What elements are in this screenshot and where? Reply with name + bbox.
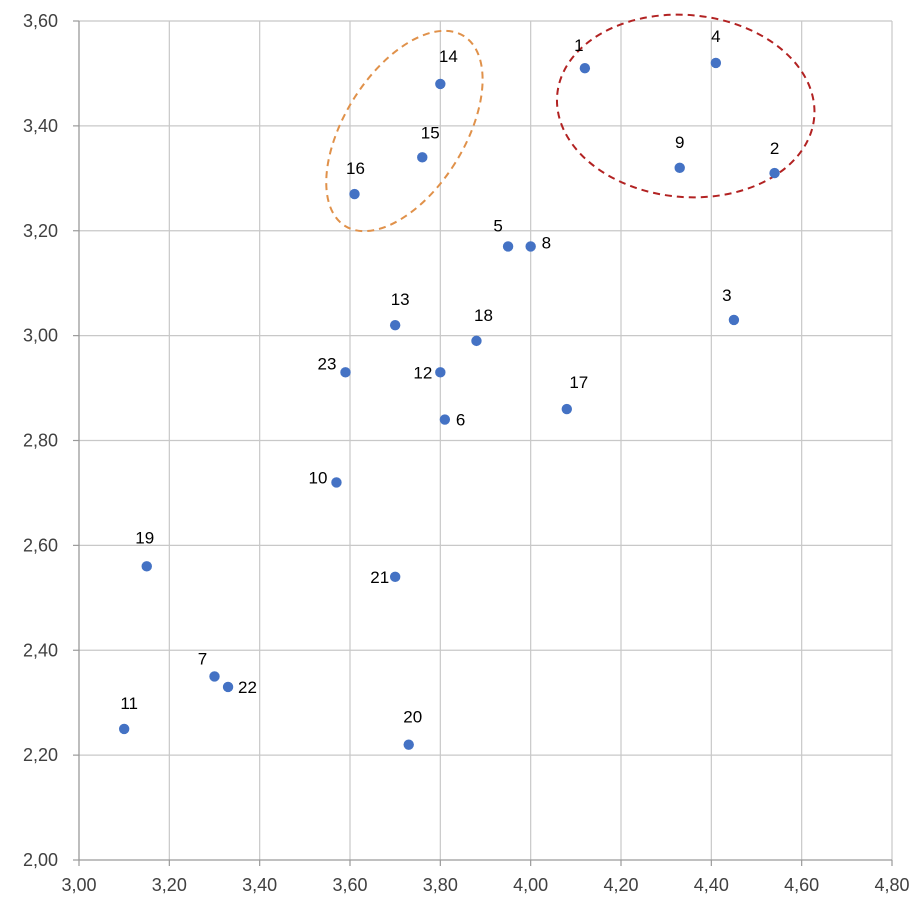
y-tick-label: 3,00: [23, 326, 58, 346]
point-label-15: 15: [421, 123, 440, 142]
point-label-2: 2: [770, 139, 779, 158]
data-point-10: [331, 477, 342, 488]
data-point-5: [502, 241, 514, 252]
data-point-1: [579, 62, 591, 74]
data-point-18: [471, 335, 482, 347]
point-label-23: 23: [318, 354, 337, 373]
y-tick-label: 2,80: [23, 431, 58, 451]
point-label-5: 5: [493, 216, 502, 235]
x-tick-label: 3,60: [332, 875, 367, 895]
point-label-11: 11: [120, 694, 138, 713]
data-point-12: [435, 367, 446, 378]
data-point-19: [141, 561, 152, 572]
point-label-9: 9: [675, 133, 684, 152]
data-point-17: [561, 403, 572, 415]
point-label-1: 1: [574, 36, 583, 55]
data-point-20: [403, 739, 414, 750]
point-label-21: 21: [370, 568, 389, 587]
data-point-13: [389, 319, 401, 331]
y-tick-label: 2,40: [23, 640, 58, 660]
x-tick-label: 4,40: [694, 875, 729, 895]
y-tick-label: 2,00: [23, 850, 58, 870]
point-label-8: 8: [542, 233, 551, 252]
point-label-4: 4: [711, 27, 720, 46]
x-tick-label: 3,80: [423, 875, 458, 895]
data-point-15: [417, 152, 428, 163]
point-label-13: 13: [391, 290, 410, 309]
point-label-18: 18: [474, 306, 493, 325]
point-label-16: 16: [346, 159, 365, 178]
data-point-9: [674, 162, 685, 174]
data-point-22: [222, 681, 234, 693]
point-label-20: 20: [403, 708, 422, 727]
point-label-3: 3: [722, 286, 731, 305]
point-label-12: 12: [413, 363, 432, 382]
point-label-10: 10: [309, 468, 328, 487]
point-label-19: 19: [135, 528, 154, 547]
data-point-21: [389, 571, 401, 583]
axes: [73, 20, 893, 866]
y-tick-label: 3,60: [23, 11, 58, 31]
x-tick-label: 4,80: [874, 875, 909, 895]
x-tick-label: 3,40: [242, 875, 277, 895]
x-tick-label: 4,20: [603, 875, 638, 895]
cluster-ellipse: [555, 13, 816, 199]
cluster-annotations: [325, 13, 816, 233]
data-point-14: [435, 78, 446, 90]
y-tick-label: 2,60: [23, 535, 58, 555]
data-point-7: [209, 671, 220, 682]
x-tick-label: 4,00: [513, 875, 548, 895]
data-point-16: [349, 188, 360, 200]
point-label-14: 14: [439, 47, 458, 66]
cluster-ellipse: [325, 29, 484, 233]
data-point-3: [728, 314, 740, 326]
data-point-4: [710, 57, 722, 69]
data-point-8: [525, 241, 536, 252]
x-tick-label: 3,00: [61, 875, 96, 895]
y-tick-label: 2,20: [23, 745, 58, 765]
point-label-17: 17: [569, 373, 588, 392]
point-label-6: 6: [456, 411, 465, 430]
data-point-2: [769, 167, 780, 179]
x-tick-label: 3,20: [152, 875, 187, 895]
data-point-11: [118, 723, 130, 735]
y-tick-label: 3,40: [23, 116, 58, 136]
data-point-6: [439, 414, 451, 425]
point-label-22: 22: [238, 678, 257, 697]
tick-labels: 3,00 3,20 3,40 3,60 3,80 4,00 4,20 4,40 4,60 4,80…: [23, 11, 910, 895]
data-points: [118, 57, 780, 750]
x-tick-label: 4,60: [784, 875, 819, 895]
y-tick-label: 3,20: [23, 221, 58, 241]
data-point-23: [340, 367, 351, 378]
point-label-7: 7: [198, 649, 207, 668]
grid: [79, 20, 893, 860]
